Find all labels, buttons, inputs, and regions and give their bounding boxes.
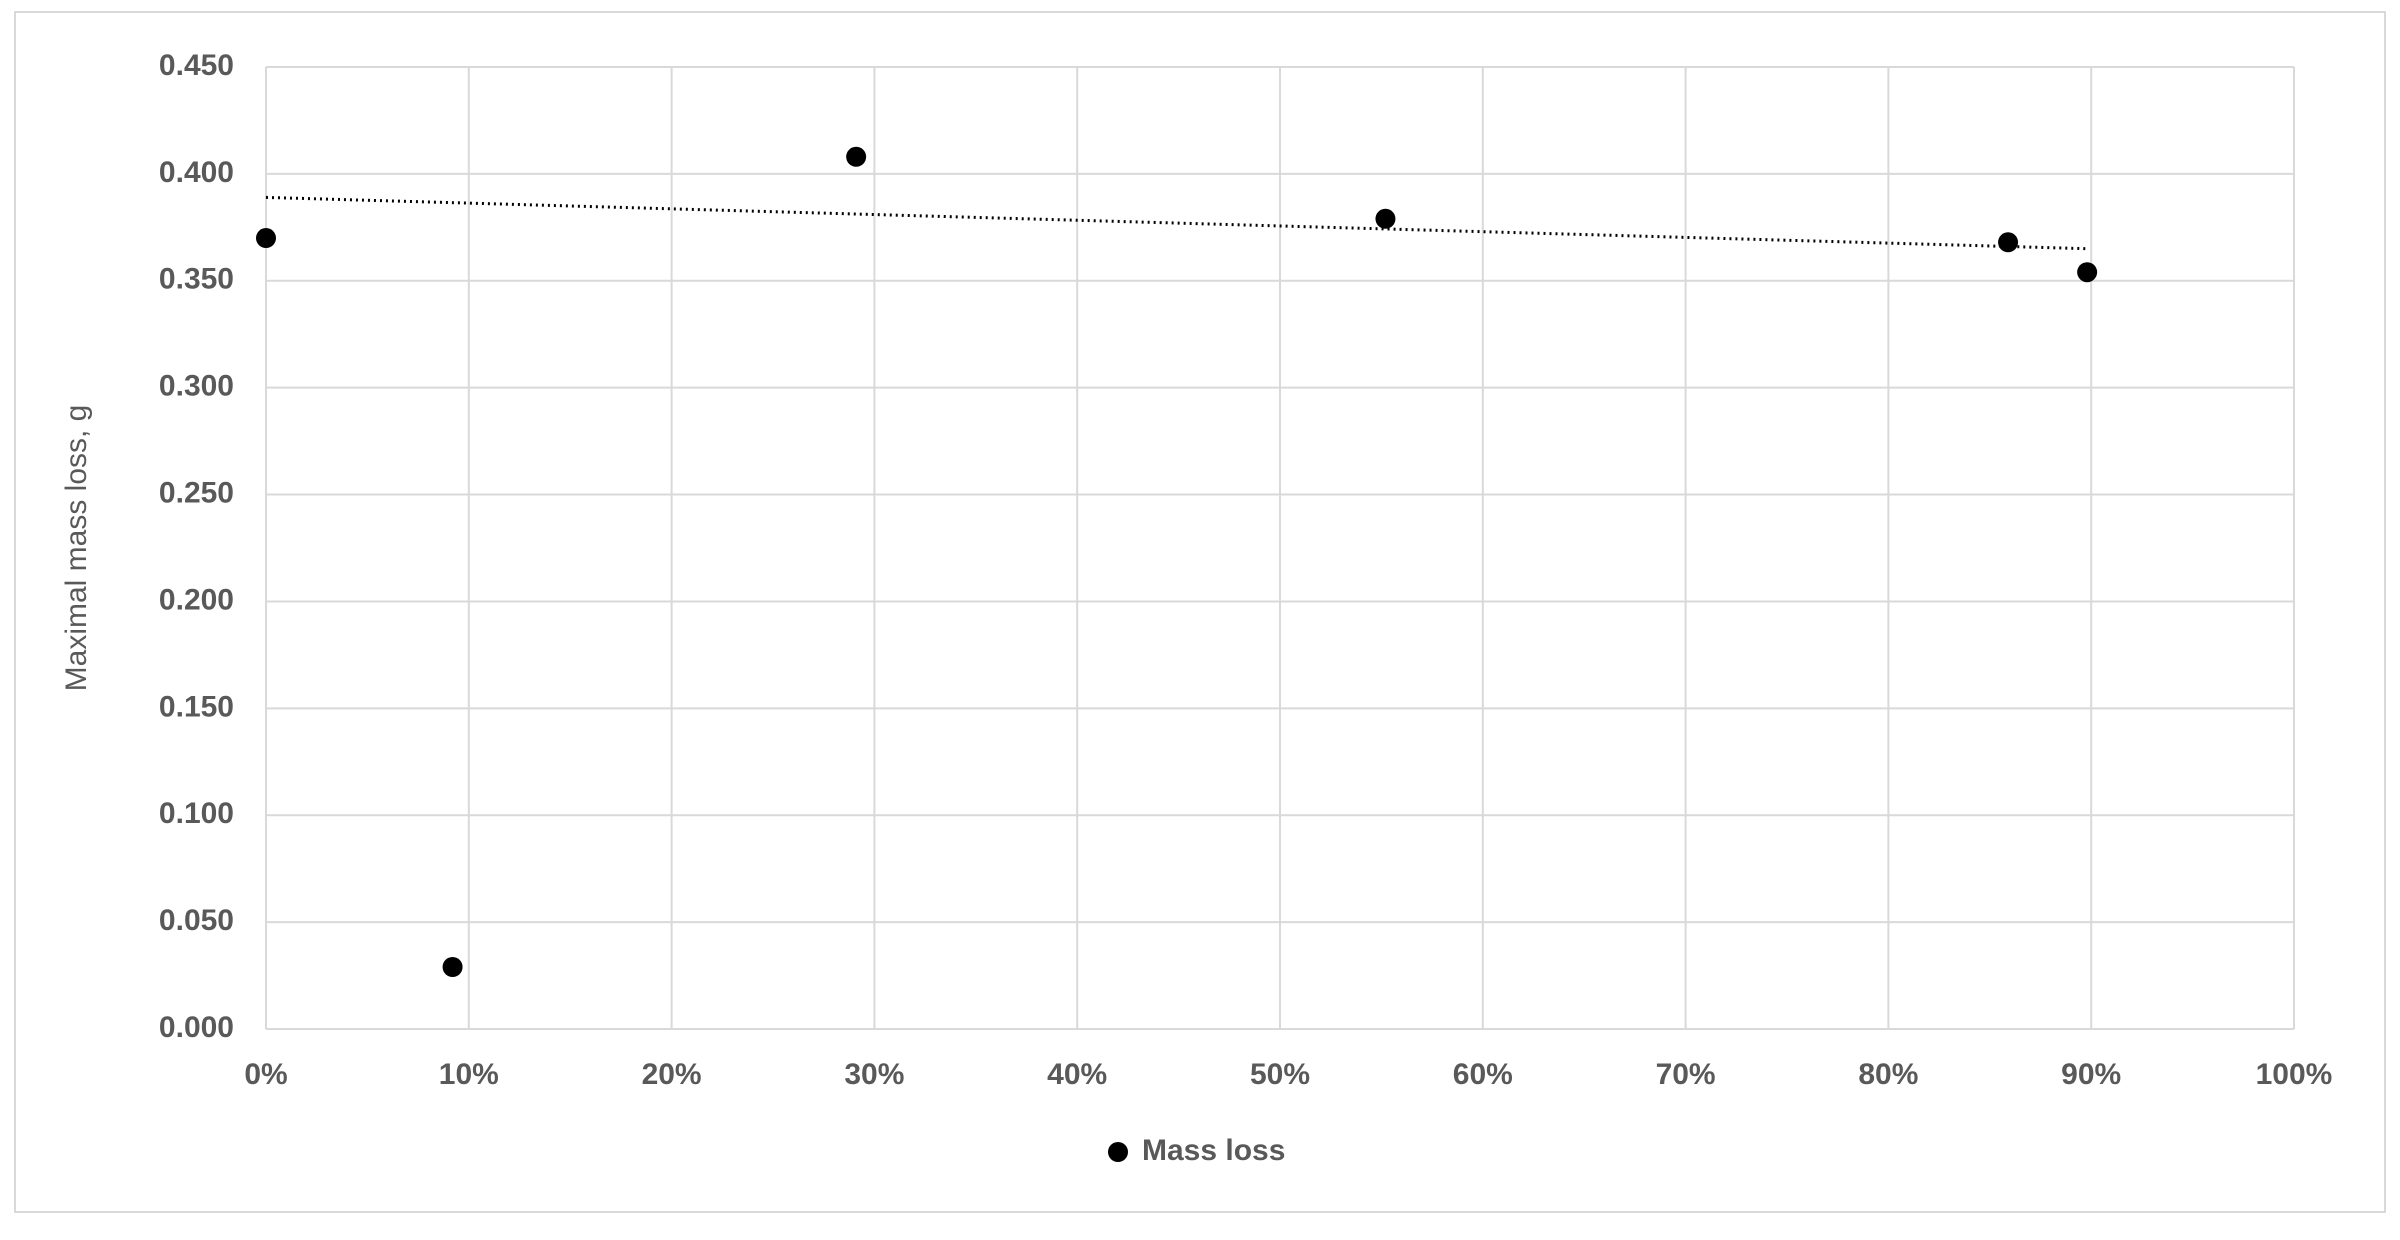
legend-marker (1108, 1142, 1128, 1162)
y-tick-label: 0.100 (159, 797, 234, 830)
y-tick-label: 0.150 (159, 690, 234, 723)
x-tick-label: 60% (1453, 1058, 1513, 1091)
x-tick-label: 90% (2061, 1058, 2121, 1091)
data-point (256, 228, 276, 249)
x-tick-label: 40% (1047, 1058, 1107, 1091)
y-tick-label: 0.300 (159, 370, 234, 403)
x-tick-label: 80% (1858, 1058, 1918, 1091)
y-axis-title: Maximal mass loss, g (60, 405, 93, 692)
data-point (1998, 232, 2019, 253)
x-tick-label: 20% (642, 1058, 702, 1091)
chart-border (14, 11, 2386, 1213)
data-point (846, 146, 867, 167)
x-tick-label: 10% (439, 1058, 499, 1091)
x-tick-label: 30% (844, 1058, 904, 1091)
data-point (1375, 208, 1396, 229)
y-tick-label: 0.250 (159, 476, 234, 509)
y-tick-label: 0.050 (159, 904, 234, 937)
legend-label: Mass loss (1142, 1134, 1285, 1167)
x-tick-label: 100% (2256, 1058, 2333, 1091)
y-tick-label: 0.350 (159, 263, 234, 296)
data-point (2077, 262, 2098, 283)
y-tick-label: 0.450 (159, 49, 234, 82)
x-tick-label: 50% (1250, 1058, 1310, 1091)
x-tick-label: 70% (1656, 1058, 1716, 1091)
data-point (442, 957, 463, 978)
y-tick-label: 0.200 (159, 583, 234, 616)
trendline (265, 195, 2088, 251)
x-tick-label: 0% (244, 1058, 287, 1091)
y-tick-label: 0.400 (159, 156, 234, 189)
y-tick-label: 0.000 (159, 1011, 234, 1044)
